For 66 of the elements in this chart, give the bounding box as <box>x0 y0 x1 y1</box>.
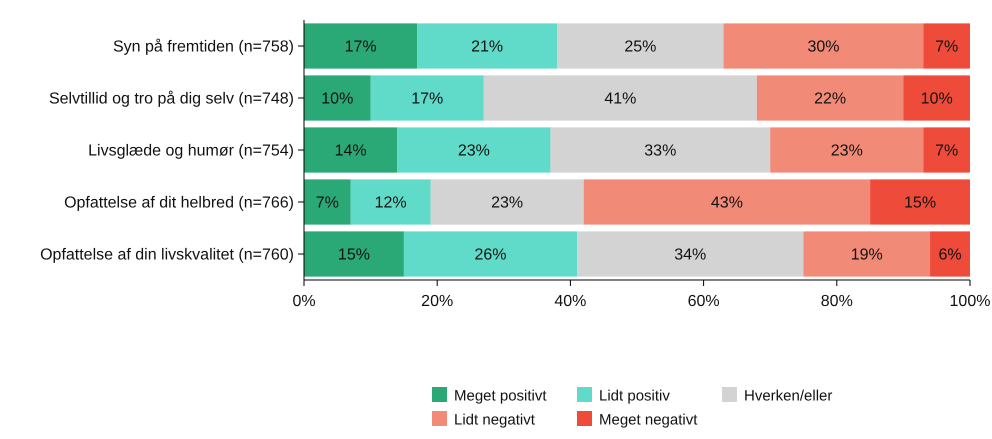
bar <box>756 75 904 121</box>
bar <box>370 75 484 121</box>
data-label: 26% <box>474 246 506 264</box>
bar <box>804 231 930 277</box>
data-label: 15% <box>338 246 370 264</box>
data-label: 33% <box>644 142 676 160</box>
bar <box>397 127 550 173</box>
bar <box>930 231 970 277</box>
data-label: 22% <box>814 90 846 108</box>
x-tick-label: 100% <box>950 293 990 310</box>
data-label: 23% <box>830 142 863 160</box>
data-label: 10% <box>920 90 953 108</box>
legend-label: Lidt negativt <box>454 411 536 428</box>
bar <box>923 23 970 69</box>
x-tick-label: 80% <box>820 293 853 310</box>
bar <box>304 231 404 277</box>
bar <box>770 127 924 173</box>
x-tick-label: 40% <box>554 293 586 310</box>
bar <box>903 75 970 121</box>
data-label: 6% <box>938 246 962 264</box>
data-label: 43% <box>710 194 743 212</box>
data-label: 7% <box>935 142 958 160</box>
data-label: 23% <box>491 194 524 212</box>
data-label: 41% <box>604 90 636 108</box>
data-label: 12% <box>374 194 407 212</box>
y-tick-label: Livsglæde og humør (n=754) <box>88 142 294 160</box>
bar <box>417 23 558 69</box>
y-tick-label: Opfattelse af dit helbred (n=766) <box>64 194 294 212</box>
data-label: 21% <box>471 38 504 56</box>
x-tick-label: 60% <box>688 293 720 310</box>
bar <box>577 231 804 277</box>
data-label: 7% <box>316 194 339 212</box>
data-label: 15% <box>904 194 936 212</box>
data-label: 17% <box>344 38 377 56</box>
legend-label: Hverken/eller <box>744 387 832 404</box>
data-label: 10% <box>321 90 354 108</box>
bar <box>430 179 584 225</box>
bar <box>304 179 351 225</box>
bar <box>304 127 398 173</box>
legend-label: Lidt positiv <box>599 387 670 404</box>
data-label: 7% <box>935 38 958 56</box>
bar <box>923 127 970 173</box>
bar <box>724 23 924 69</box>
data-label: 34% <box>674 246 706 264</box>
data-label: 30% <box>807 38 840 56</box>
legend-label: Meget positivt <box>454 387 548 404</box>
bar <box>404 231 578 277</box>
legend-label: Meget negativt <box>599 411 698 428</box>
y-tick-label: Opfattelse af din livskvalitet (n=760) <box>40 246 294 264</box>
bar <box>304 23 418 69</box>
data-label: 17% <box>411 90 444 108</box>
y-tick-label: Syn på fremtiden (n=758) <box>113 38 294 56</box>
bar <box>350 179 431 225</box>
x-tick-label: 0% <box>292 293 316 310</box>
bar <box>870 179 970 225</box>
data-label: 23% <box>458 142 490 160</box>
data-label: 19% <box>850 246 883 264</box>
x-tick-label: 20% <box>421 293 454 310</box>
bar <box>557 23 724 69</box>
bar <box>304 75 371 121</box>
bar <box>584 179 870 225</box>
bar <box>484 75 757 121</box>
data-label: 14% <box>334 142 367 160</box>
data-label: 25% <box>624 38 656 56</box>
y-tick-label: Selvtillid og tro på dig selv (n=748) <box>48 90 294 108</box>
bar <box>550 127 770 173</box>
